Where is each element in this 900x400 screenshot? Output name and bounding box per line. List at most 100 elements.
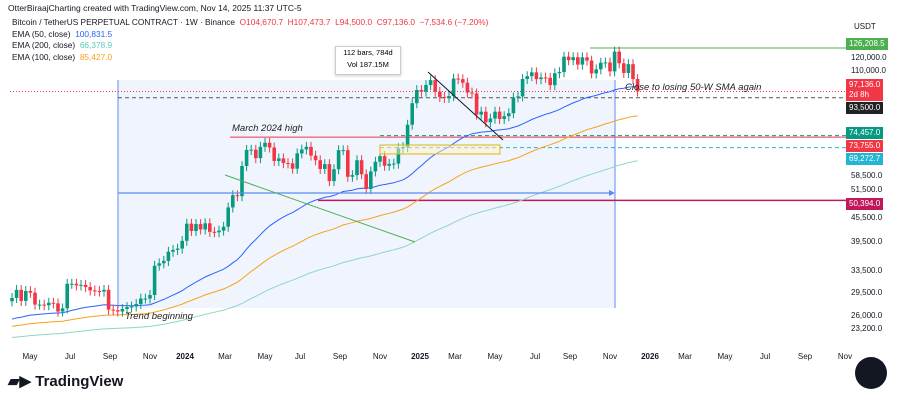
candle-body <box>129 306 134 308</box>
candle-body <box>369 171 373 189</box>
candle-body <box>571 57 575 61</box>
candle-body <box>277 158 281 161</box>
indicator-ema50[interactable]: EMA (50, close) 100,831.5 <box>12 28 113 39</box>
candle-body <box>70 283 74 285</box>
candle-body <box>516 96 520 98</box>
candle-body <box>116 310 120 312</box>
y-tick: 33,500.0 <box>851 266 883 275</box>
candle-body <box>203 223 207 230</box>
candle-body <box>65 283 69 309</box>
candle-body <box>580 57 585 65</box>
candle-body <box>543 77 548 79</box>
candle-body <box>88 287 92 291</box>
candle-body <box>162 260 166 264</box>
candle-body <box>359 160 364 175</box>
candle-body <box>111 309 115 311</box>
candle-body <box>212 231 217 233</box>
x-tick: Mar <box>218 352 232 361</box>
candle-body <box>323 164 327 169</box>
indicator-ema200[interactable]: EMA (200, close) 66,378.9 <box>12 40 113 50</box>
candle-body <box>171 249 175 252</box>
candle-body <box>451 78 456 97</box>
y-tick: 45,500.0 <box>851 213 883 222</box>
candle-body <box>479 111 483 115</box>
y-tick: 29,500.0 <box>851 288 883 297</box>
x-tick: Sep <box>562 352 578 361</box>
candle-body <box>304 146 309 150</box>
trendline-green <box>224 174 416 243</box>
candle-body <box>622 63 626 73</box>
candle-body <box>208 223 212 232</box>
candle-body <box>525 76 529 80</box>
x-tick: Jul <box>64 352 76 361</box>
x-tick: Sep <box>102 352 118 361</box>
candle-body <box>603 62 608 64</box>
credit-text: OtterBiraajCharting created with Trading… <box>8 3 302 13</box>
tradingview-logo[interactable]: ▰▶ TradingView <box>8 373 124 390</box>
symbol-title[interactable]: Bitcoin / TetherUS PERPETUAL CONTRACT · … <box>12 17 236 27</box>
candle-body <box>382 156 387 166</box>
candle-body <box>631 64 635 80</box>
candle-body <box>295 153 299 169</box>
ohlc-high: H107,473.7 <box>287 17 331 27</box>
candle-body <box>576 57 580 65</box>
x-tick: Jul <box>294 352 306 361</box>
axis-currency: USDT <box>854 22 876 31</box>
candle-body <box>635 79 640 92</box>
candle-body <box>185 223 189 241</box>
candle-body <box>42 304 46 306</box>
candle-body <box>617 51 621 64</box>
candle-body <box>189 223 194 232</box>
candle-body <box>530 72 534 77</box>
candle-body <box>313 155 318 161</box>
candle-body <box>19 289 23 301</box>
price-badge: 74,457.0 <box>846 127 884 139</box>
candle-body <box>539 77 543 80</box>
candle-body <box>106 289 111 310</box>
annotation-march-high[interactable]: March 2024 high <box>232 123 303 134</box>
price-badge: 69,272.7 <box>846 153 884 165</box>
candle-body <box>387 163 391 166</box>
candle-body <box>198 224 203 230</box>
date-range-box <box>118 80 615 308</box>
candle-body <box>139 298 143 304</box>
candle-body <box>456 78 460 80</box>
candle-body <box>589 60 594 74</box>
candle-body <box>47 302 51 306</box>
candle-body <box>336 150 341 170</box>
candle-body <box>548 77 552 86</box>
candle-body <box>221 226 226 231</box>
candle-body <box>143 298 148 300</box>
candle-body <box>300 149 304 154</box>
candle-body <box>120 308 125 312</box>
arrow-head-icon <box>609 190 615 196</box>
candle-body <box>60 308 65 312</box>
candle-body <box>474 93 479 115</box>
y-tick: 51,500.0 <box>851 185 883 194</box>
y-tick: 58,500.0 <box>851 171 883 180</box>
annotation-trend[interactable]: Trend beginning <box>125 311 193 322</box>
price-badge: 73,755.0 <box>846 140 884 152</box>
candle-body <box>461 79 465 83</box>
candle-body <box>442 96 447 98</box>
candle-body <box>290 163 295 169</box>
indicator-ema100[interactable]: EMA (100, close) 85,427.0 <box>12 51 113 62</box>
candle-body <box>405 124 410 148</box>
x-tick: Nov <box>372 352 388 361</box>
candle-body <box>419 89 424 92</box>
candle-body <box>520 79 525 97</box>
candle-body <box>378 156 382 162</box>
candle-body <box>175 248 180 250</box>
x-tick: Sep <box>332 352 348 361</box>
candle-body <box>470 92 474 94</box>
candle-body <box>272 147 276 161</box>
price-badge: 50,394.0 <box>846 198 884 210</box>
annotation-sma[interactable]: Close to losing 50-W SMA again <box>625 82 762 93</box>
candle-body <box>424 84 428 92</box>
tradingview-badge-icon[interactable] <box>855 357 887 389</box>
candle-body <box>134 303 138 307</box>
x-tick: 2024 <box>176 352 194 361</box>
candle-body <box>254 149 258 159</box>
candle-body <box>608 62 612 72</box>
